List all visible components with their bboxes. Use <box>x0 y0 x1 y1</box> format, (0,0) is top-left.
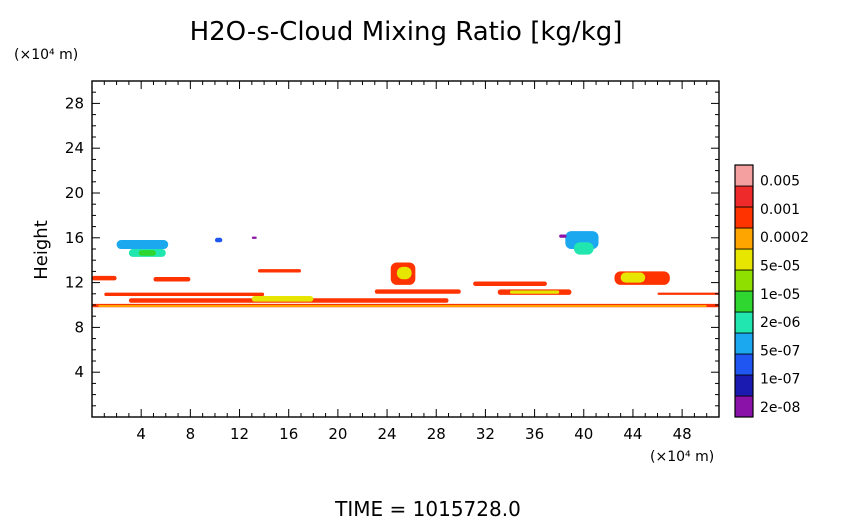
x-tick-label: 40 <box>574 425 593 443</box>
y-axis-unit: (×10⁴ m) <box>14 47 78 63</box>
y-tick-label: 4 <box>74 363 84 381</box>
x-tick-label: 8 <box>186 425 196 443</box>
plot-frame <box>91 80 720 418</box>
colorbar-frame <box>734 164 754 418</box>
data-region <box>510 290 560 294</box>
y-axis-label: Height <box>31 220 52 280</box>
data-region <box>374 289 461 294</box>
colorbar-swatch <box>734 269 754 292</box>
x-tick-label: 24 <box>378 425 397 443</box>
x-tick-label: 28 <box>427 425 446 443</box>
colorbar-swatch <box>734 353 754 376</box>
colorbar-swatch <box>734 227 754 250</box>
colorbar-label: 2e-08 <box>760 400 800 416</box>
x-tick-label: 4 <box>136 425 146 443</box>
data-region <box>257 269 301 273</box>
data-region <box>138 250 156 256</box>
x-tick-label: 48 <box>673 425 692 443</box>
data-regions <box>92 231 719 308</box>
data-region <box>657 292 719 295</box>
colorbar-label: 0.001 <box>760 202 800 218</box>
colorbar-label: 1e-07 <box>760 372 800 388</box>
data-region <box>104 292 265 297</box>
colorbar-label: 5e-07 <box>760 343 800 359</box>
colorbar-swatch <box>734 290 754 313</box>
colorbar-label: 0.005 <box>760 174 800 190</box>
data-region <box>620 272 646 283</box>
colorbar: 2e-08 1e-07 5e-07 2e-06 1e-05 5e-05 0.0002 0.00… <box>734 164 809 418</box>
y-tick-label: 12 <box>65 274 84 292</box>
colorbar-label: 0.0002 <box>760 230 809 246</box>
x-tick-label: 44 <box>623 425 642 443</box>
y-tick-label: 16 <box>65 229 84 247</box>
data-region <box>153 277 191 282</box>
colorbar-swatch <box>734 248 754 271</box>
colorbar-swatch <box>734 311 754 334</box>
x-tick-label: 36 <box>525 425 544 443</box>
y-tick-label: 28 <box>65 94 84 112</box>
data-region <box>251 296 314 302</box>
data-region <box>92 275 117 281</box>
colorbar-swatch <box>734 164 754 187</box>
colorbar-label: 5e-05 <box>760 259 800 275</box>
time-footer: TIME = 1015728.0 <box>334 497 521 519</box>
data-region <box>214 237 223 243</box>
data-region <box>251 236 257 239</box>
data-region <box>573 242 594 255</box>
data-region <box>559 234 567 238</box>
colorbar-label: 2e-06 <box>760 315 800 331</box>
x-tick-label: 12 <box>230 425 249 443</box>
data-region <box>116 240 169 249</box>
data-region <box>473 281 547 286</box>
y-tick-label: 24 <box>65 139 84 157</box>
y-tick-label: 20 <box>65 184 84 202</box>
data-region <box>98 305 707 307</box>
chart-title: H2O-s-Cloud Mixing Ratio [kg/kg] <box>190 17 623 47</box>
colorbar-swatch <box>734 185 754 208</box>
x-tick-label: 20 <box>328 425 347 443</box>
colorbar-swatch <box>734 206 754 229</box>
x-tick-label: 16 <box>279 425 298 443</box>
colorbar-swatch <box>734 332 754 355</box>
colorbar-swatch <box>734 374 754 397</box>
x-axis-unit: (×10⁴ m) <box>650 449 714 465</box>
colorbar-swatch <box>734 395 754 418</box>
x-tick-label: 32 <box>476 425 495 443</box>
data-region <box>396 266 412 280</box>
y-tick-label: 8 <box>74 318 84 336</box>
colorbar-label: 1e-05 <box>760 287 800 303</box>
